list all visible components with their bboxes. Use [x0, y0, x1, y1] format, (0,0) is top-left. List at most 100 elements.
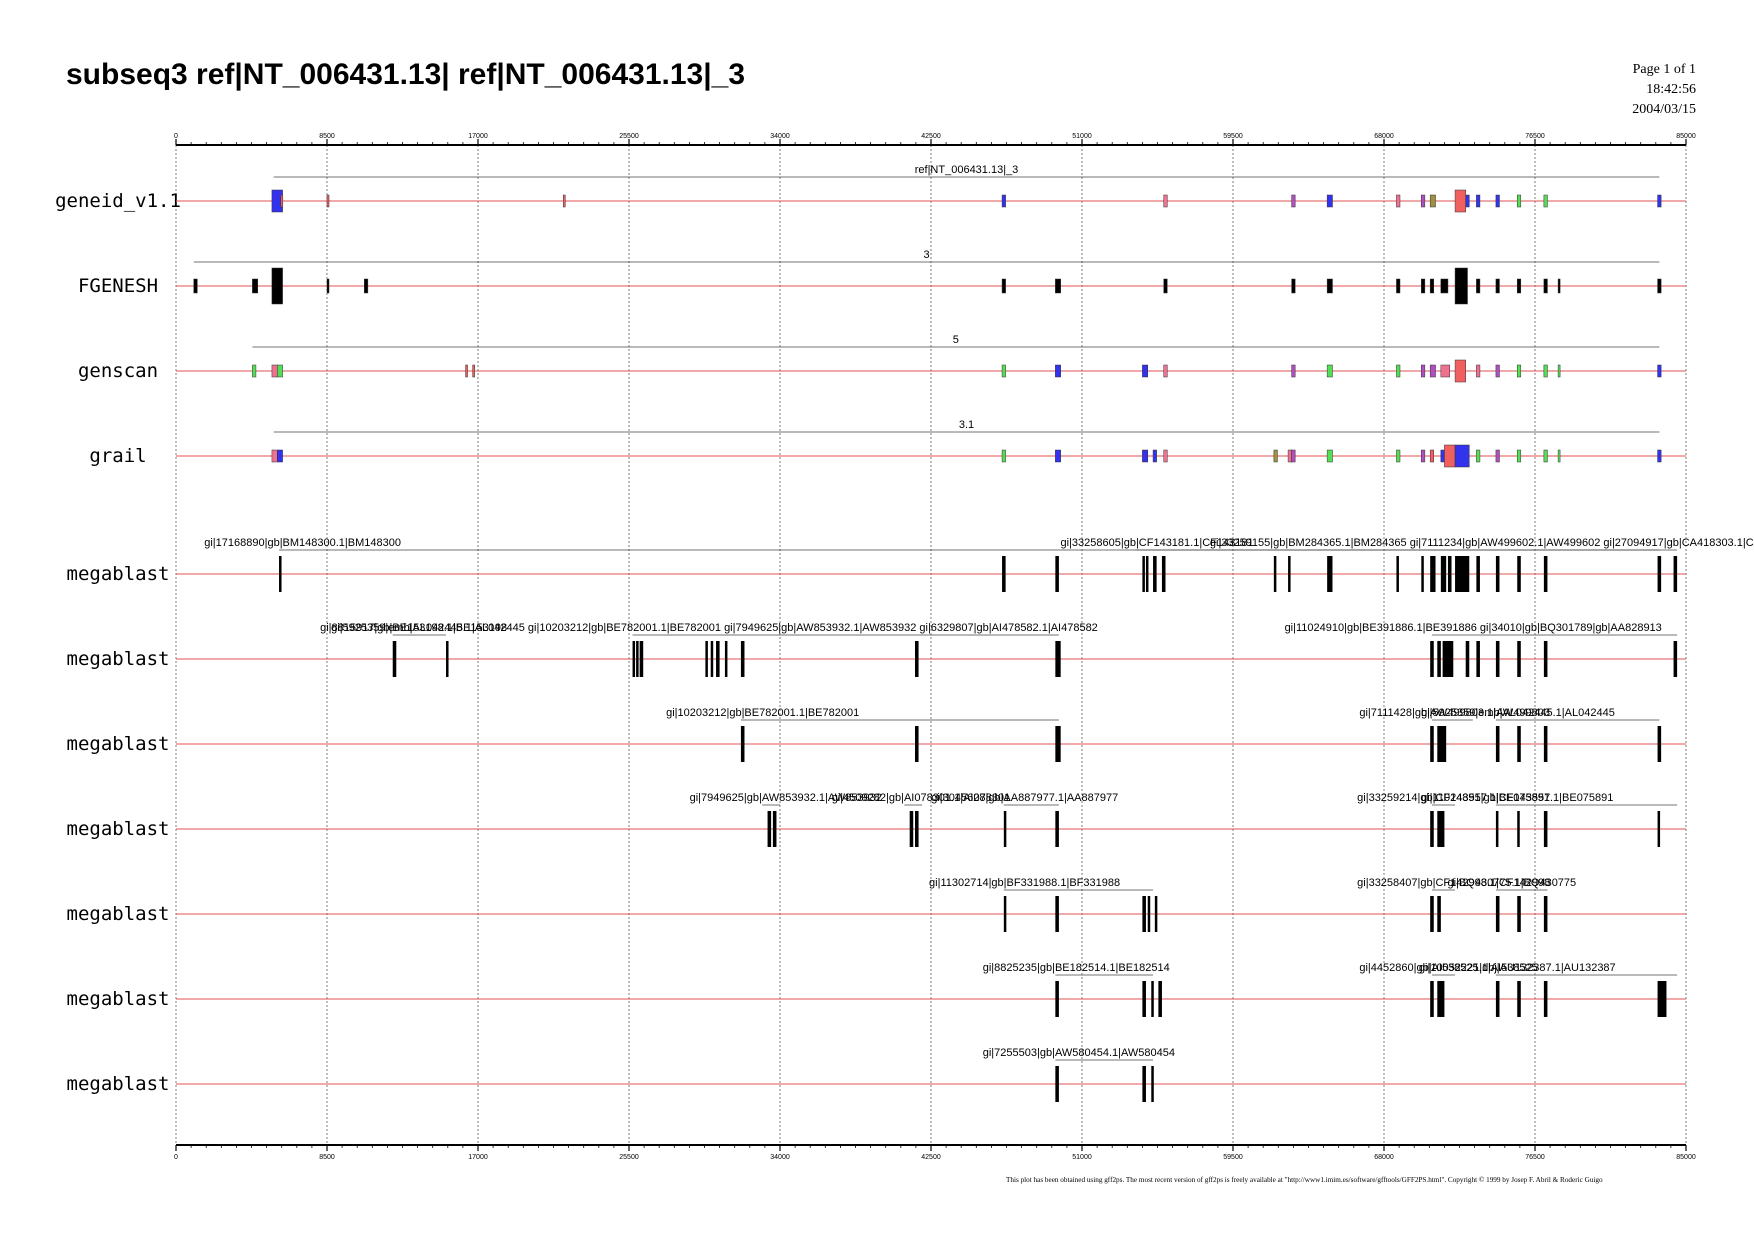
group-label: gi|3045628|gb|AA887977.1|AA887977 — [931, 792, 1118, 804]
hit-mark — [1440, 556, 1447, 592]
hit-mark — [1154, 896, 1158, 932]
axis-tick-label: 25500 — [619, 1154, 639, 1161]
axis-tick-label: 59500 — [1223, 1154, 1243, 1161]
exon-mark — [1429, 364, 1436, 378]
hit-mark — [740, 726, 745, 762]
hit-mark — [1442, 641, 1454, 677]
axis-tick-label: 8500 — [319, 1154, 335, 1161]
exon-mark — [1291, 278, 1296, 294]
axis-tick-label: 0 — [174, 133, 178, 140]
exon-mark — [1291, 449, 1296, 463]
hit-mark — [740, 641, 745, 677]
hit-mark — [392, 641, 397, 677]
group-label: gi|BQ430775.1|BQ430775 — [1448, 877, 1577, 889]
exon-mark — [326, 278, 330, 294]
exon-mark — [1454, 444, 1470, 468]
group-label: gi|10203212|gb|BE782001.1|BE782001 — [666, 707, 859, 719]
hit-mark — [1657, 811, 1661, 847]
track-label: geneid_v1.1 — [55, 190, 181, 212]
hit-mark — [1145, 556, 1149, 592]
axis-tick-label: 42500 — [921, 1154, 941, 1161]
hit-mark — [724, 641, 728, 677]
exon-mark — [1163, 449, 1168, 463]
hit-mark — [915, 726, 919, 762]
exon-mark — [1163, 278, 1168, 294]
axis-tick-label: 25500 — [619, 133, 639, 140]
hit-mark — [1476, 556, 1480, 592]
exon-mark — [1440, 364, 1450, 378]
hit-mark — [1055, 641, 1061, 677]
exon-mark — [1287, 449, 1292, 463]
group-label: gi|4509282|gb|AI078301.1|AI078301 — [832, 792, 1010, 804]
group-label: gi|5925359|emb|AL042445.1|AL042445 gi|10… — [331, 622, 1098, 634]
hit-mark — [636, 641, 639, 677]
exon-mark — [1454, 189, 1466, 213]
hit-mark — [1055, 1066, 1059, 1102]
group-label: gi|33258605|gb|CF143181.1|CF143181 — [1060, 537, 1253, 549]
exon-mark — [1396, 278, 1401, 294]
axis-tick-label: 17000 — [468, 133, 488, 140]
exon-mark — [1454, 359, 1466, 383]
footer-credit: This plot has been obtained using gff2ps… — [1006, 1176, 1603, 1184]
exon-mark — [1495, 364, 1500, 378]
hit-mark — [1455, 556, 1470, 592]
exon-mark — [1001, 194, 1006, 208]
track-label: megablast — [67, 733, 170, 755]
exon-mark — [1429, 278, 1434, 294]
exon-mark — [1476, 278, 1481, 294]
exon-mark — [1557, 364, 1561, 378]
hit-mark — [1003, 896, 1007, 932]
exon-mark — [1163, 364, 1168, 378]
hit-mark — [1430, 641, 1434, 677]
hit-mark — [710, 641, 714, 677]
hit-mark — [1437, 896, 1441, 932]
hit-mark — [1476, 641, 1480, 677]
exon-mark — [280, 194, 284, 208]
exon-mark — [1429, 194, 1436, 208]
exon-mark — [326, 194, 330, 208]
track-label: megablast — [67, 988, 170, 1010]
exon-mark — [1657, 194, 1662, 208]
group-label: gi|4452860|gb|AI538525.1|AI538525 — [1359, 962, 1537, 974]
exon-mark — [1273, 449, 1278, 463]
group-label: gi|10052221|dbj|AU132387.1|AU132387 — [1419, 962, 1616, 974]
axis-tick-label: 85000 — [1676, 1154, 1696, 1161]
axis-tick-label: 42500 — [921, 133, 941, 140]
exon-mark — [1454, 267, 1468, 305]
track-0: geneid_v1.1 ref|NT_006431.13|_3 — [55, 164, 1686, 213]
axis-tick-label: 8500 — [319, 133, 335, 140]
hit-mark — [1055, 726, 1061, 762]
hit-mark — [1543, 811, 1548, 847]
group-label: gi|7949625|gb|AW853932.1|AW853932 — [690, 792, 882, 804]
exon-mark — [465, 364, 468, 378]
hit-mark — [1517, 726, 1521, 762]
hit-mark — [909, 811, 914, 847]
track-8: megablast gi|11302714|gb|BF331988.1|BF331… — [67, 877, 1686, 932]
hit-mark — [1437, 726, 1447, 762]
exon-mark — [1421, 364, 1426, 378]
exon-mark — [271, 267, 283, 305]
exon-mark — [563, 194, 566, 208]
group-label: gi|8815917|gb|BE153198.1|BE153198 — [320, 622, 507, 634]
exon-mark — [1001, 278, 1006, 294]
track-7: megablast gi|7949625|gb|AW853932.1|AW8539… — [67, 792, 1686, 847]
track-label: genscan — [78, 360, 158, 382]
hit-mark — [1142, 896, 1146, 932]
hit-mark — [1055, 811, 1059, 847]
exon-mark — [1055, 449, 1061, 463]
hit-mark — [1161, 556, 1166, 592]
group-label: 3 — [923, 249, 929, 261]
track-label: megablast — [67, 648, 170, 670]
axis-tick-label: 76500 — [1525, 133, 1545, 140]
exon-mark — [364, 278, 369, 294]
hit-mark — [446, 641, 449, 677]
exon-mark — [1421, 194, 1426, 208]
hit-mark — [915, 641, 919, 677]
axis-tick-label: 51000 — [1072, 1154, 1092, 1161]
exon-mark — [1657, 278, 1662, 294]
hit-mark — [632, 641, 636, 677]
hit-mark — [1430, 981, 1434, 1017]
exon-mark — [1421, 449, 1426, 463]
hit-mark — [1465, 641, 1470, 677]
exon-mark — [1543, 194, 1548, 208]
